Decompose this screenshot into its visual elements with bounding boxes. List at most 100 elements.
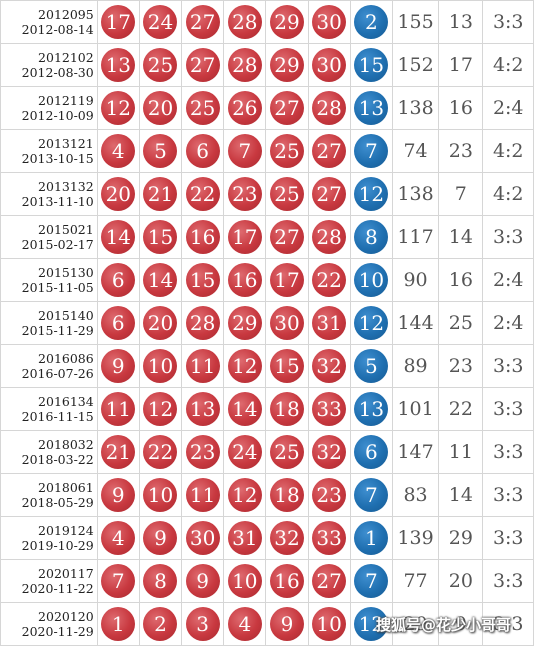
red-ball: 30 [185,521,220,555]
draw-date: 2016-11-15 [21,409,94,424]
draw-row: 2018061 2018-05-29 9 10 11 12 18 23 7 83 14 3:3 [0,473,534,517]
issue-number: 2020120 [38,609,94,624]
odd-even-ratio: 2:4 [482,86,534,130]
red-ball: 16 [185,220,220,254]
red-ball: 22 [312,263,347,297]
ball-cell: 20 [138,86,183,130]
red-ball: 10 [227,564,262,598]
red-ball: 20 [101,177,136,211]
ball-cell: 10 [223,559,267,603]
ball-cell: 10 [138,473,183,517]
ball-cell: 5 [138,129,183,173]
ball-cell: 4 [96,516,140,560]
ball-cell: 9 [96,344,140,388]
draw-date: 2020-11-29 [21,624,94,639]
red-ball: 31 [227,521,262,555]
ball-cell: 15 [181,258,225,302]
red-ball: 28 [312,91,347,125]
issue-cell: 2012095 2012-08-14 [0,0,98,44]
ball-cell: 18 [265,473,309,517]
ball-cell: 7 [349,559,393,603]
sum-value: 90 [391,258,440,302]
ball-cell: 21 [138,172,183,216]
draw-row: 2015140 2015-11-29 6 20 28 29 30 31 12 144 25 2:4 [0,301,534,345]
watermark: 搜狐号@花少小哥哥 [376,616,512,634]
sum-value: 155 [391,0,440,44]
red-ball: 7 [227,134,262,168]
draw-row: 2012119 2012-10-09 12 20 25 26 27 28 13 138 16 2:4 [0,86,534,130]
ball-cell: 11 [96,387,140,431]
issue-number: 2013121 [38,136,94,151]
issue-number: 2013132 [38,179,94,194]
red-ball: 25 [269,134,304,168]
blue-ball: 12 [354,177,389,211]
issue-number: 2020117 [38,566,94,581]
issue-cell: 2015140 2015-11-29 [0,301,98,345]
red-ball: 25 [269,177,304,211]
ball-cell: 13 [181,387,225,431]
ball-cell: 10 [307,602,351,646]
red-ball: 13 [185,392,220,426]
ball-cell: 13 [349,86,393,130]
draw-date: 2012-08-30 [21,65,94,80]
ball-cell: 9 [138,516,183,560]
red-ball: 9 [185,564,220,598]
red-ball: 11 [185,478,220,512]
red-ball: 31 [312,306,347,340]
ball-cell: 25 [181,86,225,130]
red-ball: 16 [227,263,262,297]
red-ball: 25 [185,91,220,125]
red-ball: 29 [269,48,304,82]
red-ball: 23 [227,177,262,211]
ball-cell: 15 [349,43,393,87]
ball-cell: 31 [223,516,267,560]
blue-ball: 13 [354,91,389,125]
draw-date: 2016-07-26 [21,366,94,381]
draw-date: 2015-11-05 [21,280,94,295]
issue-cell: 2013121 2013-10-15 [0,129,98,173]
span-value: 7 [438,172,484,216]
red-ball: 29 [269,5,304,39]
draw-date: 2018-03-22 [21,452,94,467]
blue-ball: 8 [354,220,389,254]
ball-cell: 29 [265,0,309,44]
ball-cell: 8 [349,215,393,259]
red-ball: 14 [143,263,178,297]
issue-number: 2016086 [38,351,94,366]
red-ball: 6 [101,306,136,340]
issue-number: 2019124 [38,523,94,538]
ball-cell: 16 [223,258,267,302]
ball-cell: 30 [181,516,225,560]
ball-cell: 4 [223,602,267,646]
span-value: 9 [438,602,484,646]
ball-cell: 28 [307,86,351,130]
draw-row: 2013132 2013-11-10 20 21 22 23 25 27 12 138 7 4:2 [0,172,534,216]
red-ball: 32 [312,349,347,383]
ball-cell: 6 [181,129,225,173]
ball-cell: 25 [265,172,309,216]
ball-cell: 17 [265,258,309,302]
odd-even-ratio: 2:4 [482,301,534,345]
ball-cell: 7 [96,559,140,603]
draw-row: 2020117 2020-11-22 7 8 9 10 16 27 7 77 20 3:3 [0,559,534,603]
ball-cell: 29 [265,43,309,87]
ball-cell: 2 [349,0,393,44]
span-value: 14 [438,473,484,517]
ball-cell: 11 [181,473,225,517]
red-ball: 17 [101,5,136,39]
draw-row: 2020120 2020-11-29 1 2 3 4 9 10 12 29 9 3:3 [0,602,534,646]
red-ball: 33 [312,392,347,426]
sum-value: 147 [391,430,440,474]
sum-value: 139 [391,516,440,560]
red-ball: 6 [101,263,136,297]
blue-ball: 5 [354,349,389,383]
ball-cell: 4 [96,129,140,173]
red-ball: 2 [143,607,178,641]
issue-number: 2012102 [38,50,94,65]
red-ball: 17 [269,263,304,297]
ball-cell: 13 [349,387,393,431]
odd-even-ratio: 3:3 [482,473,534,517]
ball-cell: 12 [349,172,393,216]
